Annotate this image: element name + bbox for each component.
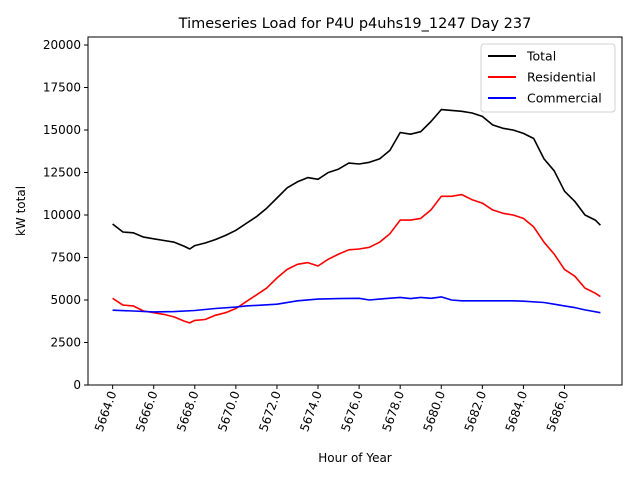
y-tick-label: 12500 [43,165,81,179]
y-tick-label: 15000 [43,123,81,137]
y-tick-label: 17500 [43,80,81,94]
y-tick-label: 0 [73,378,81,392]
plot-frame [87,36,623,386]
legend-label-commercial: Commercial [527,91,602,106]
legend-label-total: Total [526,49,556,64]
series-line-residential [112,193,601,324]
legend-box [480,43,616,113]
y-tick-label: 7500 [50,250,81,264]
y-tick-label: 20000 [43,38,81,52]
legend: Total Residential Commercial [480,43,616,113]
y-axis-label: kW total [14,186,28,236]
series-line-commercial [112,296,601,314]
legend-label-residential: Residential [527,70,596,85]
series-line-total [112,108,601,250]
x-axis-label: Hour of Year [318,451,392,465]
y-tick-label: 5000 [50,293,81,307]
y-tick-label: 2500 [50,335,81,349]
y-tick-label: 10000 [43,208,81,222]
chart-title: Timeseries Load for P4U p4uhs19_1247 Day… [178,16,532,32]
